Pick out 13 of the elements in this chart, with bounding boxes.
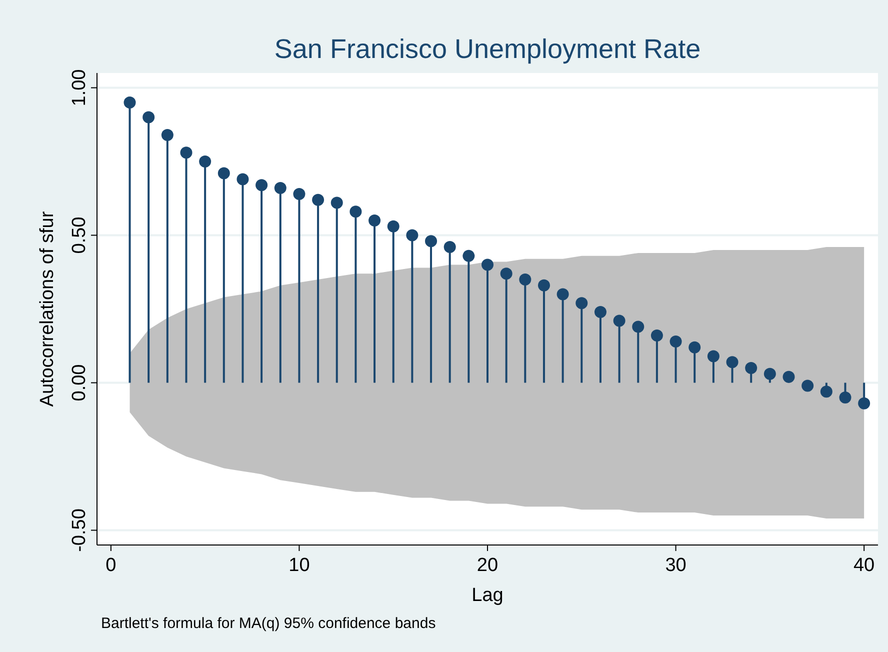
x-tick-label: 20 [476, 555, 498, 576]
x-tick-label: 30 [665, 555, 686, 576]
y-tick-label: 1.00 [69, 69, 90, 106]
text: Bartlett's formula for MA(q) 95% confidence bands [101, 615, 436, 632]
y-axis-title: Autocorrelations of sfur [37, 210, 58, 407]
x-tick-label: 40 [853, 555, 875, 576]
chart-title: San Francisco Unemployment Rate [274, 34, 701, 64]
y-tick-label: 0.50 [69, 216, 90, 254]
x-axis-title: Lag [472, 585, 504, 606]
x-tick-label: 10 [288, 555, 310, 576]
y-tick-label: 0.00 [69, 364, 90, 402]
x-tick-label: 0 [106, 555, 116, 576]
y-tick-label: -0.50 [69, 508, 90, 552]
